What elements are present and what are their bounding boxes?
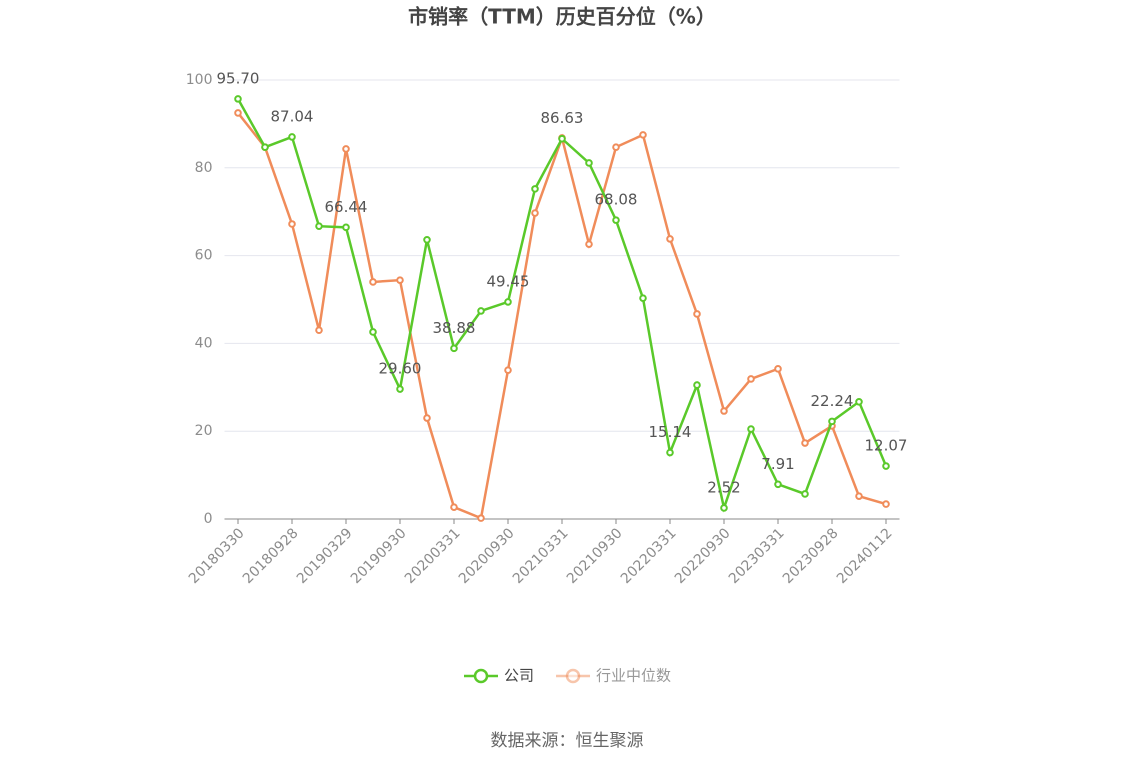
legend-label: 公司 — [504, 667, 534, 685]
data-point — [585, 159, 593, 167]
source-note: 数据来源：恒生聚源 — [491, 731, 644, 751]
x-tick-label: 20180928 — [240, 525, 302, 587]
data-point — [720, 407, 728, 415]
y-tick-label: 0 — [204, 511, 213, 527]
data-point — [801, 439, 809, 447]
data-point — [612, 216, 620, 224]
data-point — [396, 276, 404, 284]
data-point — [234, 109, 242, 117]
data-point — [315, 326, 323, 335]
data-point — [369, 328, 377, 336]
data-point — [774, 480, 782, 489]
data-point — [747, 425, 755, 433]
data-point — [342, 145, 350, 153]
data-point — [315, 222, 323, 230]
data-point — [234, 95, 242, 103]
x-tick-label: 20200930 — [456, 525, 518, 587]
data-point — [450, 344, 458, 353]
data-label: 2.52 — [707, 478, 740, 496]
data-point — [342, 223, 350, 232]
data-point — [720, 504, 728, 512]
data-point — [504, 366, 512, 374]
y-tick-label: 20 — [195, 423, 213, 439]
legend-label: 行业中位数 — [596, 667, 671, 685]
data-point — [450, 503, 458, 511]
data-point — [585, 240, 593, 248]
data-point — [504, 298, 512, 306]
data-label: 95.70 — [217, 69, 260, 87]
data-point — [423, 235, 431, 244]
y-tick-label: 80 — [195, 160, 213, 176]
data-point — [369, 278, 377, 286]
data-point — [693, 310, 701, 318]
data-point — [477, 514, 485, 522]
data-point — [639, 131, 647, 139]
data-point — [828, 417, 836, 426]
data-label: 68.08 — [595, 191, 638, 209]
data-point — [882, 462, 890, 470]
data-point — [423, 414, 431, 422]
data-label: 12.07 — [865, 437, 908, 455]
series-line — [236, 98, 888, 513]
data-label: 22.24 — [811, 392, 854, 410]
x-tick-label: 20240112 — [834, 525, 896, 587]
data-point — [639, 294, 647, 302]
legend-marker — [565, 668, 581, 684]
data-label: 86.63 — [541, 109, 584, 127]
data-label: 38.88 — [433, 319, 476, 337]
data-point — [531, 209, 539, 217]
data-point — [855, 492, 863, 500]
x-tick-label: 20210930 — [564, 525, 626, 587]
data-point — [261, 143, 269, 151]
data-label: 66.44 — [325, 198, 368, 216]
x-tick-label: 20210331 — [510, 525, 572, 587]
y-tick-label: 60 — [195, 248, 213, 264]
x-tick-label: 20180330 — [186, 525, 248, 587]
data-point — [666, 448, 674, 457]
x-tick-label: 20230331 — [726, 525, 788, 587]
data-point — [288, 133, 296, 141]
x-tick-label: 20220331 — [618, 525, 680, 587]
data-point — [666, 235, 674, 243]
data-label: 7.91 — [761, 455, 794, 473]
data-point — [774, 365, 782, 373]
data-point — [747, 375, 755, 383]
data-point — [396, 385, 404, 393]
chart-title: 市销率（TTM）历史百分位（%） — [408, 5, 716, 29]
y-tick-label: 40 — [195, 335, 213, 351]
x-tick-label: 20200331 — [402, 525, 464, 587]
x-tick-label: 20190329 — [294, 525, 356, 587]
y-tick-label: 100 — [186, 72, 213, 88]
data-label: 49.45 — [487, 272, 530, 290]
data-label: 29.60 — [379, 360, 422, 378]
data-point — [531, 185, 539, 193]
data-point — [612, 143, 620, 151]
data-point — [477, 307, 485, 315]
data-point — [801, 490, 809, 498]
x-tick-label: 20190930 — [348, 525, 410, 587]
data-label: 87.04 — [271, 107, 314, 125]
x-tick-label: 20230928 — [780, 525, 842, 587]
data-label: 15.14 — [649, 423, 692, 441]
data-point — [882, 500, 890, 508]
data-point — [693, 381, 701, 389]
data-point — [288, 220, 296, 228]
legend-marker — [473, 668, 489, 684]
x-tick-label: 20220930 — [672, 525, 734, 587]
data-point — [558, 134, 566, 143]
data-point — [855, 397, 863, 406]
